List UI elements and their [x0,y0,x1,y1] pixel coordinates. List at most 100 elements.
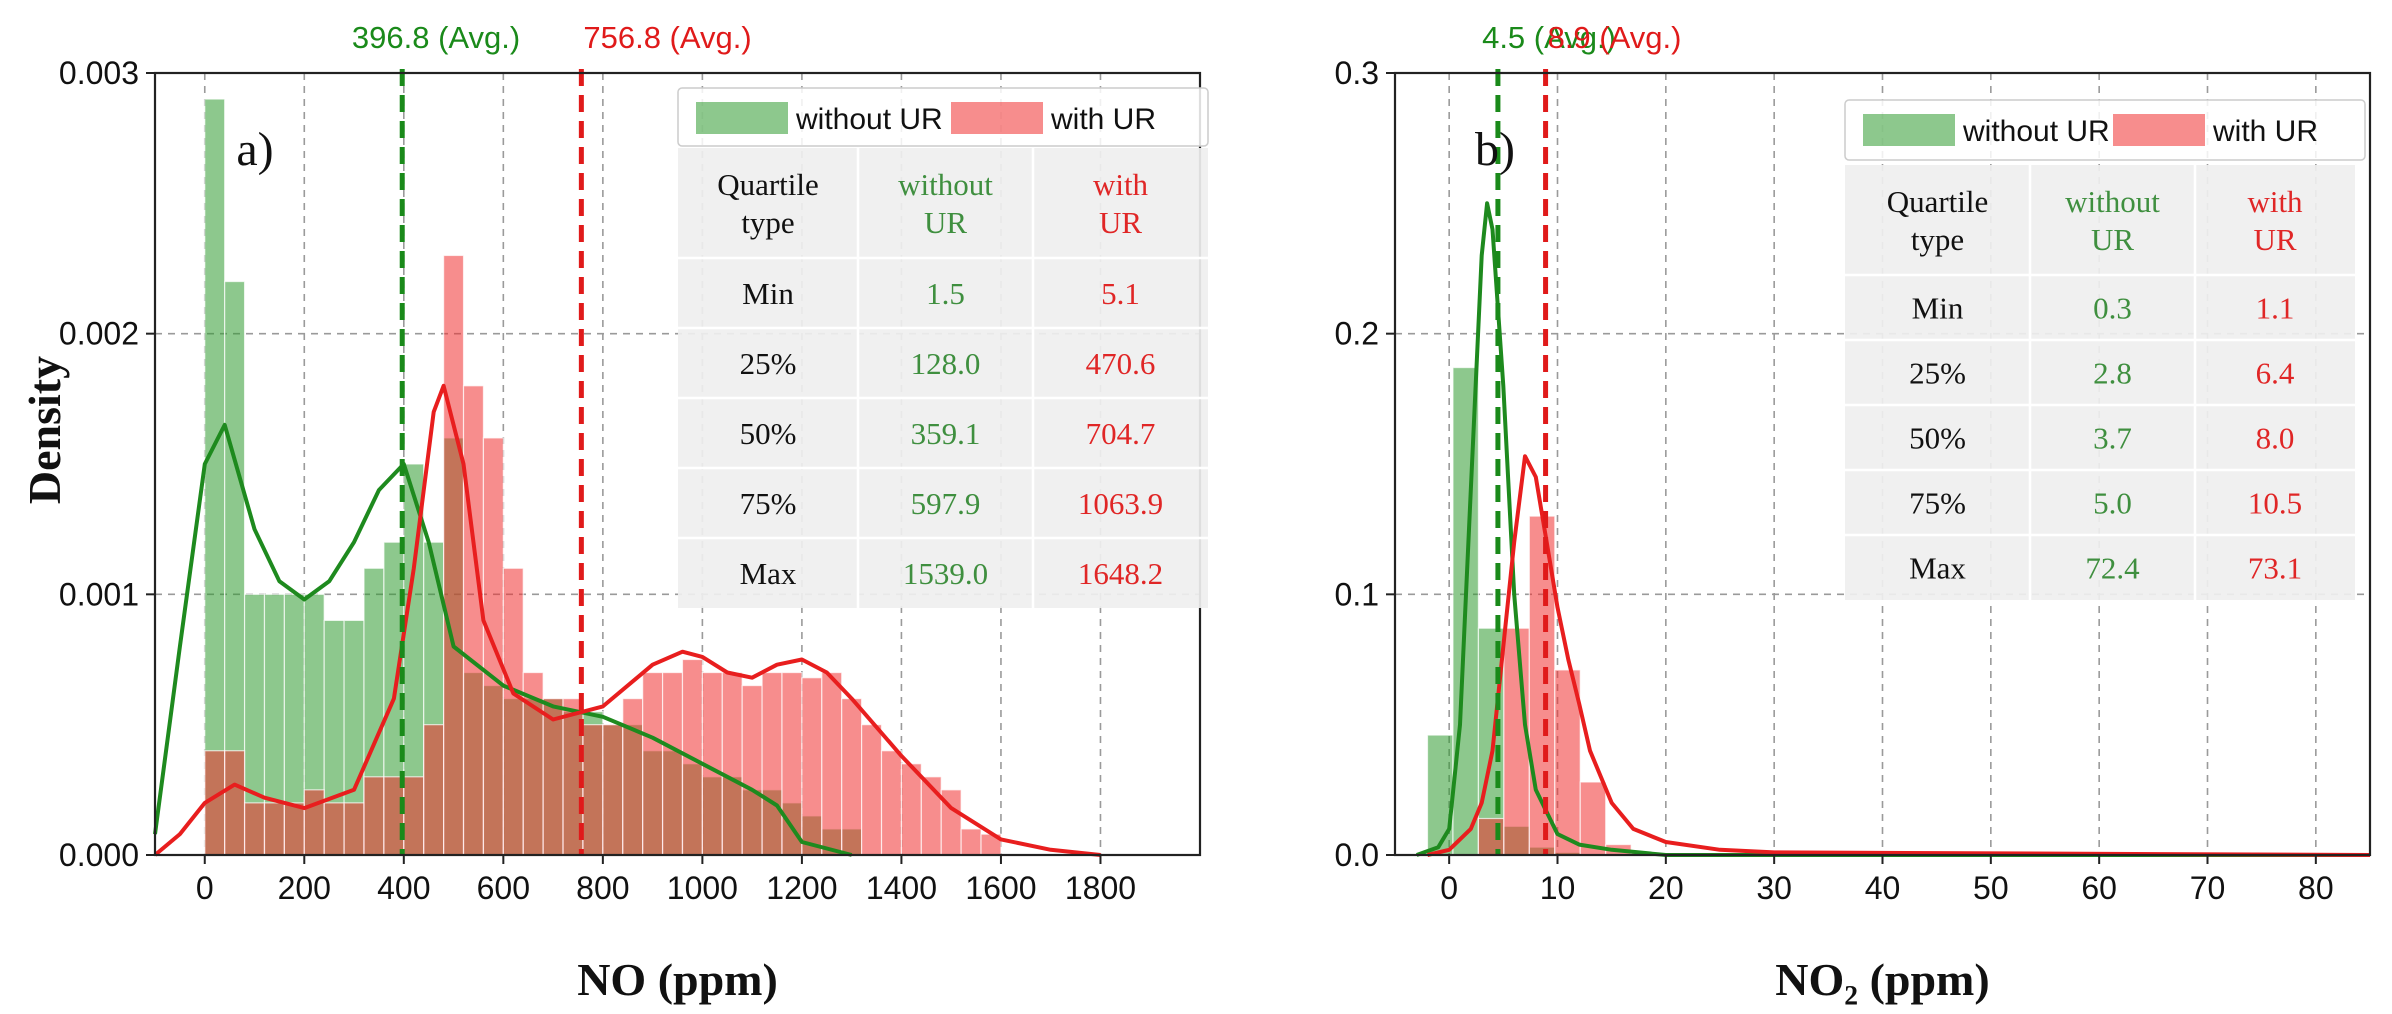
panel-a-table-cell: 25% [740,346,797,381]
panel-b-hist-bar-with-ur [1554,669,1581,856]
panel-a-y-tick-label: 0.003 [59,55,139,91]
panel-a-hist-bar-with-ur [323,802,345,856]
panel-b-table-cell: 6.4 [2256,356,2295,391]
panel-a-hist-bar-with-ur [403,776,425,856]
panel-b-hist-bar-with-ur [1579,781,1607,856]
panel-a-y-tick-label: 0.002 [59,316,139,352]
panel-a-table-cell: 704.7 [1086,416,1156,451]
panel-b-table-cell: 1.1 [2256,291,2295,326]
panel-a-table-cell: 50% [740,416,797,451]
panel-b-legend-box [1844,99,2366,161]
panel-a-panel-label: a) [236,123,273,176]
panel-a-table-cell: 470.6 [1086,346,1156,381]
panel-b-table-header-cell: with UR [2247,184,2303,257]
panel-a-hist-bar-with-ur [363,776,385,856]
panel-a-legend-label-with-ur: with UR [1050,103,1156,136]
panel-a-table-cell: 5.1 [1101,276,1140,311]
panel-a-hist-bar-with-ur [443,254,465,856]
panel-a-hist-bar-with-ur [622,697,644,856]
panel-b-y-tick-label: 0.0 [1335,837,1379,873]
panel-a-x-tick-label: 800 [576,870,629,906]
panel-a-hist-bar-with-ur [841,697,863,856]
panel-a-table-cell: 1063.9 [1078,486,1163,521]
panel-a-y-tick-label: 0.001 [59,576,139,612]
panel-b-kde-line-without-ur [1416,201,2370,857]
panel-b-table-cell: 75% [1909,486,1966,521]
panel-a-hist-bar-with-ur [303,789,325,856]
panel-a-x-tick-label: 1600 [965,870,1036,906]
panel-a-hist-bar-with-ur [423,724,445,856]
panel-a-avg-label-with-ur: 756.8 (Avg.) [583,20,751,55]
panel-a-hist-bar-with-ur [900,763,922,856]
panel-b-table-cell: 73.1 [2248,551,2302,586]
panel-b: 4.5 (Avg.)8.9 (Avg.) 0 10 20 30 40 50 60 70 80 0.0… [1335,20,2372,1005]
panel-a-hist-bar-with-ur [582,724,604,856]
panel-a-table-cell: 75% [740,486,797,521]
panel-a-table-cell: Min [742,276,794,311]
panel-b-x-tick-label: 10 [1540,870,1576,906]
panel-a-x-tick-label: 1000 [667,870,738,906]
panel-b-legend-label-with-ur: with UR [2212,115,2318,148]
panel-b-x-tick-label: 50 [1973,870,2009,906]
panel-a-x-tick-label: 0 [196,870,214,906]
panel-b-y-tick-label: 0.1 [1335,576,1379,612]
panel-b-x-tick-label: 30 [1756,870,1792,906]
panel-b-kde-line-with-ur [1427,454,2371,857]
panel-b-table-cell: Min [1912,291,1964,326]
panel-b-avg-label-without-ur: 4.5 (Avg.) [1482,20,1616,55]
panel-a-hist-bar-without-ur [204,98,226,856]
panel-a-hist-bar-with-ur [761,671,783,856]
panel-b-avg-label-with-ur: 8.9 (Avg.) [1548,20,1682,55]
panel-a-table-cell: 359.1 [911,416,981,451]
panel-b-table-header-cell: Quartile type [1887,184,1989,257]
panel-a-hist-bar-with-ur [821,671,843,856]
panel-a-table-header-cell: Quartile type [717,167,819,240]
panel-a-x-tick-label: 1400 [866,870,937,906]
panel-b-hist-bar-without-ur [1426,734,1454,856]
panel-a-hist-bar-with-ur [243,802,266,856]
panel-a-legend-swatch-with-ur [951,102,1043,134]
panel-b-x-tick-label: 70 [2190,870,2226,906]
panel-a-table-cell: 128.0 [911,346,981,381]
panel-a-hist-bar-with-ur [542,697,564,856]
panel-b-y-tick-label: 0.3 [1335,55,1379,91]
panel-b-table-cell: 5.0 [2093,486,2132,521]
panel-a-x-tick-label: 200 [278,870,331,906]
panel-b-x-axis-label: NO₂ (ppm) [1775,954,1989,1005]
panel-a-hist-bar-with-ur [343,802,365,856]
panel-b-x-tick-label: 20 [1648,870,1684,906]
panel-b-table-cell: 2.8 [2093,356,2132,391]
panel-a-hist-bar-with-ur [801,677,823,856]
panel-a-table-header-cell: without UR [898,167,993,240]
panel-a-legend-box [677,87,1209,147]
panel-a-x-tick-label: 1200 [766,870,837,906]
panel-a-hist-bar-with-ur [283,802,305,856]
panel-a-table-header-cell: with UR [1093,167,1149,240]
panel-a-hist-bar-with-ur [502,567,524,856]
panel-b-x-tick-label: 60 [2081,870,2117,906]
panel-b-table-cell: 25% [1909,356,1966,391]
panel-b-panel-label: b) [1475,123,1515,176]
panel-b-x-tick-label: 40 [1865,870,1901,906]
panel-b-legend-swatch-with-ur [2113,114,2205,146]
panel-b-hist-bar-with-ur [1503,627,1530,856]
panel-a-hist-bar-with-ur [861,724,883,856]
panel-a-legend-label-without-ur: without UR [795,103,943,136]
panel-b-table-cell: Max [1909,551,1966,586]
panel-b-x-tick-label: 80 [2298,870,2334,906]
panel-a-table-cell: 1648.2 [1078,556,1163,591]
panel-b-quartile-table-bg [1845,165,2355,600]
panel-a-hist-bar-with-ur [741,684,763,856]
panel-a-quartile-table-bg [678,148,1208,608]
panel-a-table-cell: 597.9 [911,486,981,521]
panel-b-legend-swatch-without-ur [1863,114,1955,146]
panel-a-legend-swatch-without-ur [696,102,788,134]
panel-a: 396.8 (Avg.) 756.8 (Avg.) 0 200 400 600 800 100… [59,20,1209,1005]
panel-a-hist-bar-with-ur [224,750,246,856]
panel-b-table-cell: 10.5 [2248,486,2302,521]
panel-b-table-cell: 0.3 [2093,291,2132,326]
panel-a-x-tick-label: 1800 [1065,870,1136,906]
panel-a-hist-bar-with-ur [462,385,485,856]
panel-a-hist-bar-with-ur [880,750,903,856]
